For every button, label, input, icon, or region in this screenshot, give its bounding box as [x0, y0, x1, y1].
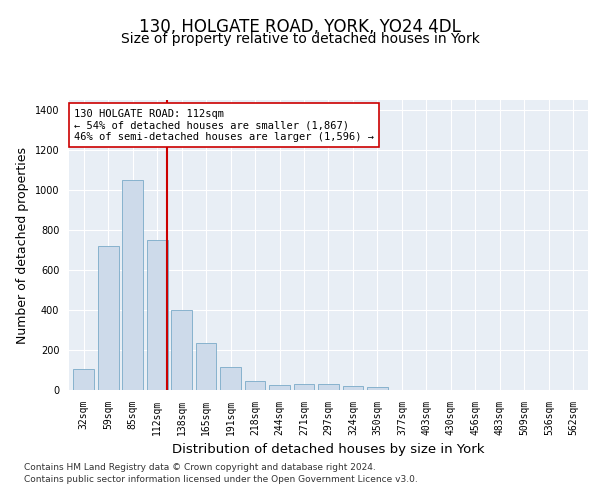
Text: 130 HOLGATE ROAD: 112sqm
← 54% of detached houses are smaller (1,867)
46% of sem: 130 HOLGATE ROAD: 112sqm ← 54% of detach…	[74, 108, 374, 142]
Bar	[367, 387, 388, 390]
Bar	[245, 381, 265, 390]
X-axis label: Distribution of detached houses by size in York: Distribution of detached houses by size …	[172, 444, 485, 456]
Bar	[98, 246, 119, 390]
Bar	[122, 180, 143, 390]
Text: Contains public sector information licensed under the Open Government Licence v3: Contains public sector information licen…	[24, 476, 418, 484]
Bar	[171, 310, 192, 390]
Bar	[318, 384, 339, 390]
Text: 130, HOLGATE ROAD, YORK, YO24 4DL: 130, HOLGATE ROAD, YORK, YO24 4DL	[139, 18, 461, 36]
Bar	[220, 367, 241, 390]
Bar	[73, 369, 94, 390]
Text: Size of property relative to detached houses in York: Size of property relative to detached ho…	[121, 32, 479, 46]
Bar	[343, 386, 364, 390]
Bar	[196, 343, 217, 390]
Bar	[269, 385, 290, 390]
Bar	[147, 240, 167, 390]
Text: Contains HM Land Registry data © Crown copyright and database right 2024.: Contains HM Land Registry data © Crown c…	[24, 463, 376, 472]
Bar	[293, 384, 314, 390]
Y-axis label: Number of detached properties: Number of detached properties	[16, 146, 29, 344]
